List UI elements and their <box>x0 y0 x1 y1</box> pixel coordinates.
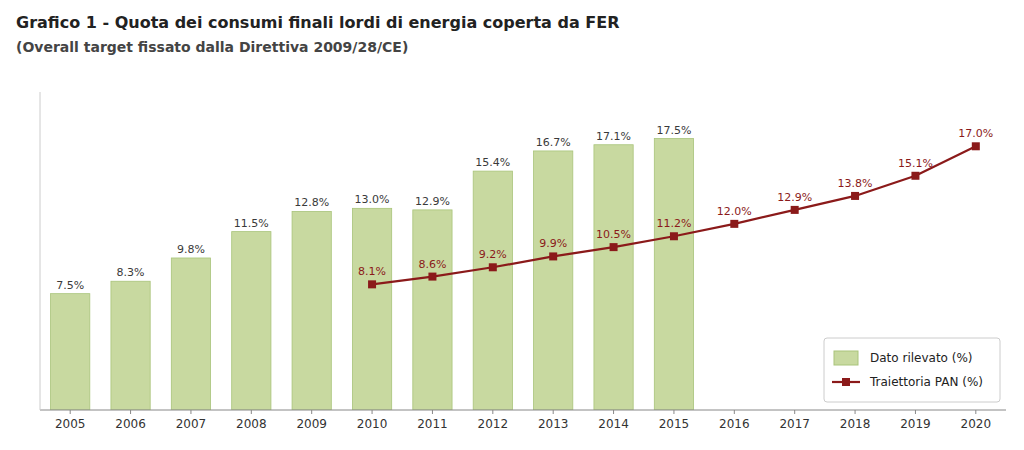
x-tick <box>432 410 433 414</box>
bar-label: 17.1% <box>596 130 631 143</box>
x-tick <box>553 410 554 414</box>
x-tick <box>915 410 916 414</box>
legend-box <box>824 338 1000 402</box>
bar <box>654 139 693 410</box>
line-label: 9.2% <box>479 248 507 261</box>
x-tick-label: 2010 <box>357 417 388 431</box>
y-axis-line <box>40 92 41 410</box>
bar-label: 12.9% <box>415 195 450 208</box>
bar <box>171 258 210 410</box>
line-label: 15.1% <box>898 157 933 170</box>
x-tick <box>372 410 373 414</box>
x-tick-label: 2005 <box>55 417 86 431</box>
x-tick-label: 2017 <box>779 417 810 431</box>
bar <box>352 208 391 410</box>
x-tick <box>70 410 71 414</box>
line-label: 8.1% <box>358 265 386 278</box>
line <box>372 146 976 284</box>
x-tick <box>492 410 493 414</box>
line-label: 13.8% <box>838 177 873 190</box>
line-label: 17.0% <box>958 127 993 140</box>
x-axis: 2005 2006 2007 2008 2009 2010 2011 2012 2013 2014… <box>40 410 1006 431</box>
x-axis-line <box>40 410 1006 411</box>
x-tick-label: 2007 <box>176 417 207 431</box>
bar <box>51 294 90 410</box>
marker <box>489 263 497 271</box>
bar-label: 11.5% <box>234 217 269 230</box>
bar-label: 17.5% <box>656 124 691 137</box>
line-label: 10.5% <box>596 228 631 241</box>
line-label: 12.9% <box>777 191 812 204</box>
bar <box>594 145 633 410</box>
x-tick-label: 2019 <box>900 417 931 431</box>
x-tick-label: 2006 <box>115 417 146 431</box>
bar-label: 8.3% <box>117 266 145 279</box>
bar-label: 12.8% <box>294 196 329 209</box>
bar <box>232 232 271 410</box>
bar-label: 9.8% <box>177 243 205 256</box>
line-label: 11.2% <box>656 217 691 230</box>
x-tick-label: 2011 <box>417 417 448 431</box>
bar <box>111 281 150 410</box>
x-tick-label: 2014 <box>598 417 629 431</box>
data-labels: 7.5% 8.3% 9.8% 11.5% 12.8% 13.0% 12.9% 15.4% 16.… <box>56 124 993 292</box>
line-label: 8.6% <box>418 258 446 271</box>
marker <box>911 172 919 180</box>
x-tick <box>613 410 614 414</box>
x-tick-label: 2013 <box>538 417 569 431</box>
x-tick <box>673 410 674 414</box>
title: Grafico 1 - Quota dei consumi finali lor… <box>16 13 619 32</box>
line-label: 9.9% <box>539 237 567 250</box>
bar <box>292 211 331 410</box>
legend-marker <box>842 378 850 386</box>
x-tick <box>734 410 735 414</box>
bar <box>473 171 512 410</box>
x-tick <box>311 410 312 414</box>
legend: Dato rilevato (%) Traiettoria PAN (%) <box>824 338 1000 402</box>
marker <box>972 142 980 150</box>
marker <box>549 252 557 260</box>
marker <box>791 206 799 214</box>
marker <box>368 280 376 288</box>
subtitle: (Overall target fissato dalla Direttiva … <box>16 39 408 55</box>
x-tick-label: 2018 <box>840 417 871 431</box>
bar-label: 16.7% <box>536 136 571 149</box>
x-tick-label: 2016 <box>719 417 750 431</box>
x-tick-label: 2012 <box>478 417 509 431</box>
x-tick-label: 2008 <box>236 417 267 431</box>
marker <box>730 220 738 228</box>
x-tick <box>130 410 131 414</box>
bar <box>413 210 452 410</box>
x-tick <box>975 410 976 414</box>
legend-label: Traiettoria PAN (%) <box>869 375 983 389</box>
bar-label: 15.4% <box>475 156 510 169</box>
marker <box>670 232 678 240</box>
legend-swatch <box>834 351 858 365</box>
x-tick-label: 2015 <box>659 417 690 431</box>
x-tick-label: 2009 <box>296 417 327 431</box>
chart: Grafico 1 - Quota dei consumi finali lor… <box>0 0 1024 450</box>
x-tick <box>251 410 252 414</box>
x-tick <box>794 410 795 414</box>
bar <box>534 151 573 410</box>
marker <box>428 273 436 281</box>
line-label: 12.0% <box>717 205 752 218</box>
x-tick-label: 2020 <box>961 417 992 431</box>
marker <box>851 192 859 200</box>
x-tick <box>190 410 191 414</box>
x-tick <box>855 410 856 414</box>
legend-label: Dato rilevato (%) <box>870 351 973 365</box>
marker <box>610 243 618 251</box>
bar-label: 13.0% <box>355 193 390 206</box>
bar-label: 7.5% <box>56 279 84 292</box>
